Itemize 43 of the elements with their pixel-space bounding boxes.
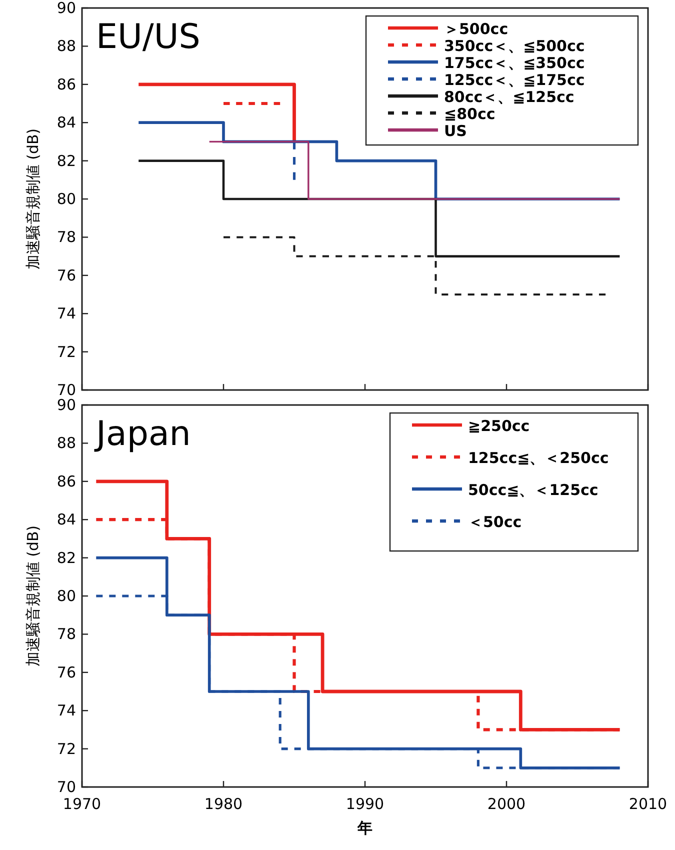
- legend-label: 125cc≦、＜250cc: [468, 449, 609, 467]
- y-tick-label: 80: [56, 190, 76, 208]
- y-tick-label: 78: [56, 625, 76, 644]
- y-tick-label: 82: [56, 152, 76, 170]
- y-tick-label: 90: [56, 0, 76, 17]
- y-tick-label: 76: [56, 663, 76, 682]
- y-tick-label: 84: [56, 510, 76, 529]
- x-tick-label: 1980: [204, 795, 243, 813]
- legend-label: 50cc≦、＜125cc: [468, 481, 598, 499]
- y-tick-label: 72: [56, 740, 76, 758]
- y-tick-label: 88: [56, 434, 76, 452]
- legend-label: 125cc＜、≦175cc: [444, 71, 585, 89]
- y-tick-label: 80: [56, 587, 76, 605]
- legend-label: ＜50cc: [468, 513, 522, 531]
- y-tick-label: 72: [56, 342, 76, 361]
- y-tick-label: 84: [56, 114, 76, 132]
- y-tick-label: 76: [56, 266, 76, 284]
- x-axis-title: 年: [356, 819, 372, 837]
- y-tick-label: 86: [56, 75, 76, 94]
- chart-title: Japan: [94, 414, 191, 454]
- x-tick-label: 2010: [628, 795, 668, 813]
- y-tick-label: 86: [56, 472, 76, 490]
- y-axis-title: 加速騒音規制値 (dB): [24, 128, 42, 270]
- y-tick-label: 74: [56, 702, 76, 720]
- legend-label: 175cc＜、≦350cc: [444, 54, 585, 72]
- legend-label: ≦80cc: [444, 105, 496, 123]
- legend-label: ≧250cc: [468, 417, 530, 435]
- y-axis-title: 加速騒音規制値 (dB): [24, 525, 42, 667]
- legend-label: US: [444, 122, 467, 140]
- y-tick-label: 78: [56, 228, 76, 246]
- y-tick-label: 90: [56, 396, 76, 414]
- x-tick-label: 1990: [346, 795, 384, 813]
- x-tick-label: 1970: [62, 795, 102, 813]
- legend-label: 80cc＜、≦125cc: [444, 88, 574, 106]
- legend-label: ＞500cc: [444, 20, 508, 38]
- y-tick-label: 82: [56, 548, 76, 567]
- y-tick-label: 70: [56, 381, 76, 399]
- y-tick-label: 70: [56, 778, 76, 796]
- y-tick-label: 88: [56, 37, 76, 56]
- chart-title: EU/US: [96, 17, 200, 57]
- y-tick-label: 74: [56, 304, 76, 323]
- legend-label: 350cc＜、≦500cc: [444, 37, 585, 55]
- x-tick-label: 2000: [487, 795, 526, 813]
